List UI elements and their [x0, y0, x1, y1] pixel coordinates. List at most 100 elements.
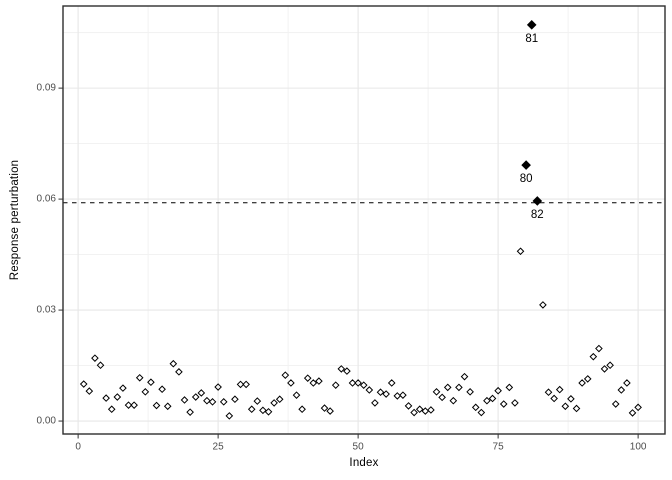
data-point	[354, 379, 362, 387]
data-point	[225, 412, 234, 420]
data-point	[494, 386, 502, 395]
plot-panel	[63, 6, 665, 434]
data-point	[270, 399, 278, 407]
data-point	[337, 365, 346, 373]
data-point	[203, 396, 211, 405]
data-point	[163, 402, 172, 411]
data-point	[511, 399, 519, 407]
x-tick-label: 0	[75, 442, 81, 453]
x-tick-label: 25	[213, 442, 225, 453]
data-point	[578, 379, 586, 387]
data-point	[539, 301, 547, 309]
x-axis-title: Index	[349, 457, 379, 469]
data-point	[275, 395, 284, 404]
data-point	[113, 393, 122, 401]
data-point	[135, 373, 144, 382]
data-point	[438, 393, 446, 402]
data-point	[483, 396, 491, 405]
data-point	[247, 405, 256, 414]
data-point	[231, 395, 239, 404]
x-tick-label: 75	[493, 442, 505, 453]
data-point	[91, 354, 99, 362]
data-point	[343, 367, 351, 375]
highlighted-point	[526, 20, 537, 30]
gridlines-major	[63, 6, 665, 434]
y-tick-label: 0.03	[37, 305, 57, 316]
panel-border	[62, 5, 666, 435]
data-point	[186, 408, 194, 416]
data-point	[567, 395, 575, 403]
data-point	[331, 381, 340, 389]
data-point	[96, 361, 105, 370]
data-point	[348, 379, 357, 387]
data-point	[606, 361, 614, 370]
data-point	[505, 383, 514, 392]
data-point	[561, 402, 570, 411]
data-point	[102, 394, 110, 402]
data-point	[371, 399, 379, 407]
data-point	[298, 405, 306, 414]
tick-marks	[58, 87, 639, 439]
data-point	[264, 407, 273, 416]
data-point	[152, 401, 161, 410]
data-point	[214, 383, 222, 391]
data-point	[477, 408, 486, 417]
gridlines-minor	[63, 6, 665, 434]
data-point	[141, 388, 150, 396]
data-point	[208, 398, 217, 406]
data-point	[169, 359, 178, 368]
data-point	[628, 409, 637, 417]
data-point	[326, 407, 334, 415]
data-point	[359, 381, 368, 389]
data-point	[589, 352, 598, 361]
data-point	[281, 371, 290, 379]
data-point	[259, 406, 267, 415]
data-point	[382, 390, 390, 398]
data-point	[572, 404, 581, 413]
data-point	[471, 403, 480, 412]
data-point	[516, 247, 525, 256]
data-point	[393, 392, 402, 400]
data-point	[427, 406, 435, 414]
data-point	[623, 379, 631, 387]
data-point	[315, 377, 323, 385]
data-point	[365, 386, 374, 394]
y-axis-title: Response perturbation	[9, 159, 21, 281]
data-point	[253, 397, 262, 405]
x-tick-label: 50	[353, 442, 365, 453]
x-tick-label: 100	[630, 442, 647, 453]
data-point	[399, 391, 407, 399]
data-point	[292, 391, 301, 399]
data-point	[309, 379, 318, 387]
y-tick-label: 0.06	[37, 194, 57, 205]
y-tick-label: 0.00	[37, 416, 57, 427]
data-point	[147, 378, 155, 387]
data-point	[550, 394, 558, 403]
data-point	[303, 374, 312, 382]
data-point	[488, 394, 497, 403]
data-point	[130, 401, 138, 409]
data-point	[544, 388, 553, 397]
data-point	[600, 365, 609, 373]
data-point	[404, 402, 413, 410]
data-point	[376, 388, 385, 397]
data-point	[455, 383, 463, 392]
data-point	[499, 400, 508, 408]
data-point	[175, 368, 183, 376]
data-point	[617, 386, 626, 394]
data-point	[236, 380, 245, 389]
data-point	[119, 384, 127, 392]
data-point	[79, 380, 88, 388]
data-point	[555, 385, 564, 394]
data-point	[287, 379, 295, 387]
data-point	[191, 393, 200, 401]
data-points	[79, 247, 642, 420]
data-point	[432, 388, 441, 396]
data-point	[158, 385, 166, 394]
data-point	[460, 372, 469, 381]
point-label: 80	[520, 173, 533, 185]
data-point	[242, 380, 250, 389]
